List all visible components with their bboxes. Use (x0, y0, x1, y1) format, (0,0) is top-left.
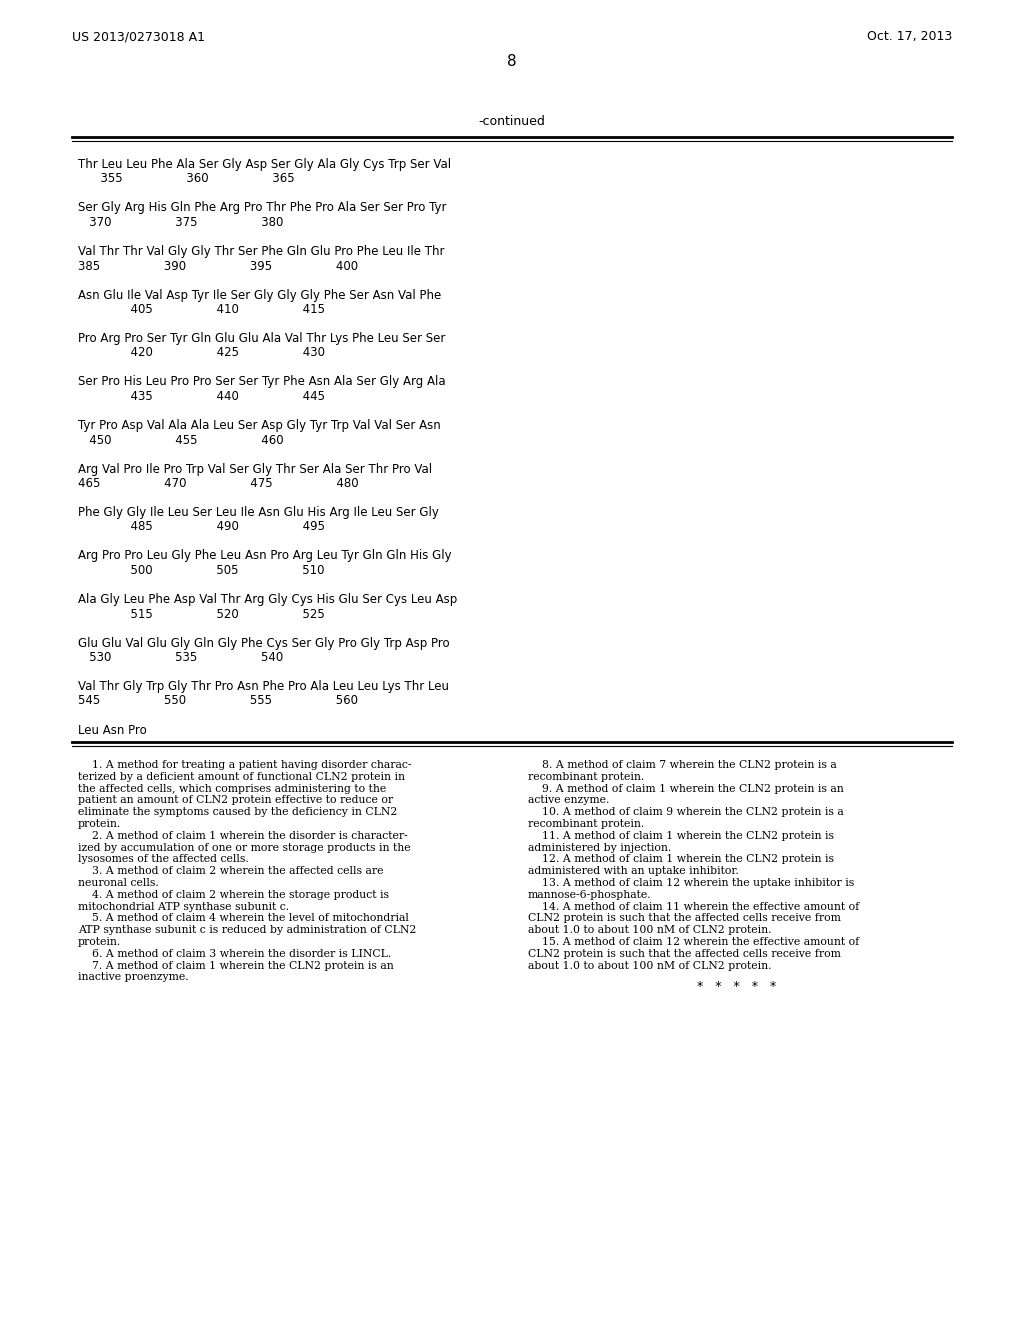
Text: recombinant protein.: recombinant protein. (528, 772, 644, 781)
Text: Tyr Pro Asp Val Ala Ala Leu Ser Asp Gly Tyr Trp Val Val Ser Asn: Tyr Pro Asp Val Ala Ala Leu Ser Asp Gly … (78, 418, 440, 432)
Text: 485                 490                 495: 485 490 495 (78, 520, 325, 533)
Text: neuronal cells.: neuronal cells. (78, 878, 159, 888)
Text: active enzyme.: active enzyme. (528, 796, 609, 805)
Text: *   *   *   *   *: * * * * * (697, 981, 776, 994)
Text: Leu Asn Pro: Leu Asn Pro (78, 723, 146, 737)
Text: 3. A method of claim 2 wherein the affected cells are: 3. A method of claim 2 wherein the affec… (78, 866, 384, 876)
Text: lysosomes of the affected cells.: lysosomes of the affected cells. (78, 854, 249, 865)
Text: Ala Gly Leu Phe Asp Val Thr Arg Gly Cys His Glu Ser Cys Leu Asp: Ala Gly Leu Phe Asp Val Thr Arg Gly Cys … (78, 593, 458, 606)
Text: 515                 520                 525: 515 520 525 (78, 607, 325, 620)
Text: about 1.0 to about 100 nM of CLN2 protein.: about 1.0 to about 100 nM of CLN2 protei… (528, 925, 771, 935)
Text: 9. A method of claim 1 wherein the CLN2 protein is an: 9. A method of claim 1 wherein the CLN2 … (528, 784, 844, 793)
Text: mitochondrial ATP synthase subunit c.: mitochondrial ATP synthase subunit c. (78, 902, 289, 912)
Text: protein.: protein. (78, 818, 121, 829)
Text: terized by a deficient amount of functional CLN2 protein in: terized by a deficient amount of functio… (78, 772, 406, 781)
Text: 1. A method for treating a patient having disorder charac-: 1. A method for treating a patient havin… (78, 760, 412, 770)
Text: 4. A method of claim 2 wherein the storage product is: 4. A method of claim 2 wherein the stora… (78, 890, 389, 900)
Text: 13. A method of claim 12 wherein the uptake inhibitor is: 13. A method of claim 12 wherein the upt… (528, 878, 854, 888)
Text: CLN2 protein is such that the affected cells receive from: CLN2 protein is such that the affected c… (528, 949, 841, 958)
Text: 2. A method of claim 1 wherein the disorder is character-: 2. A method of claim 1 wherein the disor… (78, 830, 408, 841)
Text: eliminate the symptoms caused by the deficiency in CLN2: eliminate the symptoms caused by the def… (78, 808, 397, 817)
Text: about 1.0 to about 100 nM of CLN2 protein.: about 1.0 to about 100 nM of CLN2 protei… (528, 961, 771, 970)
Text: Oct. 17, 2013: Oct. 17, 2013 (866, 30, 952, 44)
Text: 465                 470                 475                 480: 465 470 475 480 (78, 477, 358, 490)
Text: inactive proenzyme.: inactive proenzyme. (78, 973, 188, 982)
Text: 450                 455                 460: 450 455 460 (78, 433, 284, 446)
Text: protein.: protein. (78, 937, 121, 946)
Text: 385                 390                 395                 400: 385 390 395 400 (78, 260, 358, 272)
Text: administered with an uptake inhibitor.: administered with an uptake inhibitor. (528, 866, 738, 876)
Text: 12. A method of claim 1 wherein the CLN2 protein is: 12. A method of claim 1 wherein the CLN2… (528, 854, 834, 865)
Text: 370                 375                 380: 370 375 380 (78, 216, 284, 228)
Text: 355                 360                 365: 355 360 365 (78, 173, 295, 186)
Text: -continued: -continued (478, 115, 546, 128)
Text: 10. A method of claim 9 wherein the CLN2 protein is a: 10. A method of claim 9 wherein the CLN2… (528, 808, 844, 817)
Text: 15. A method of claim 12 wherein the effective amount of: 15. A method of claim 12 wherein the eff… (528, 937, 859, 946)
Text: 500                 505                 510: 500 505 510 (78, 564, 325, 577)
Text: Phe Gly Gly Ile Leu Ser Leu Ile Asn Glu His Arg Ile Leu Ser Gly: Phe Gly Gly Ile Leu Ser Leu Ile Asn Glu … (78, 506, 439, 519)
Text: Ser Pro His Leu Pro Pro Ser Ser Tyr Phe Asn Ala Ser Gly Arg Ala: Ser Pro His Leu Pro Pro Ser Ser Tyr Phe … (78, 375, 445, 388)
Text: Glu Glu Val Glu Gly Gln Gly Phe Cys Ser Gly Pro Gly Trp Asp Pro: Glu Glu Val Glu Gly Gln Gly Phe Cys Ser … (78, 636, 450, 649)
Text: Arg Val Pro Ile Pro Trp Val Ser Gly Thr Ser Ala Ser Thr Pro Val: Arg Val Pro Ile Pro Trp Val Ser Gly Thr … (78, 462, 432, 475)
Text: Val Thr Thr Val Gly Gly Thr Ser Phe Gln Glu Pro Phe Leu Ile Thr: Val Thr Thr Val Gly Gly Thr Ser Phe Gln … (78, 246, 444, 257)
Text: ized by accumulation of one or more storage products in the: ized by accumulation of one or more stor… (78, 842, 411, 853)
Text: US 2013/0273018 A1: US 2013/0273018 A1 (72, 30, 205, 44)
Text: 545                 550                 555                 560: 545 550 555 560 (78, 694, 358, 708)
Text: administered by injection.: administered by injection. (528, 842, 672, 853)
Text: ATP synthase subunit c is reduced by administration of CLN2: ATP synthase subunit c is reduced by adm… (78, 925, 417, 935)
Text: Pro Arg Pro Ser Tyr Gln Glu Glu Ala Val Thr Lys Phe Leu Ser Ser: Pro Arg Pro Ser Tyr Gln Glu Glu Ala Val … (78, 333, 445, 345)
Text: mannose-6-phosphate.: mannose-6-phosphate. (528, 890, 651, 900)
Text: patient an amount of CLN2 protein effective to reduce or: patient an amount of CLN2 protein effect… (78, 796, 393, 805)
Text: 435                 440                 445: 435 440 445 (78, 389, 325, 403)
Text: 530                 535                 540: 530 535 540 (78, 651, 284, 664)
Text: Thr Leu Leu Phe Ala Ser Gly Asp Ser Gly Ala Gly Cys Trp Ser Val: Thr Leu Leu Phe Ala Ser Gly Asp Ser Gly … (78, 158, 452, 172)
Text: 8: 8 (507, 54, 517, 69)
Text: Ser Gly Arg His Gln Phe Arg Pro Thr Phe Pro Ala Ser Ser Pro Tyr: Ser Gly Arg His Gln Phe Arg Pro Thr Phe … (78, 202, 446, 214)
Text: 11. A method of claim 1 wherein the CLN2 protein is: 11. A method of claim 1 wherein the CLN2… (528, 830, 834, 841)
Text: Arg Pro Pro Leu Gly Phe Leu Asn Pro Arg Leu Tyr Gln Gln His Gly: Arg Pro Pro Leu Gly Phe Leu Asn Pro Arg … (78, 549, 452, 562)
Text: CLN2 protein is such that the affected cells receive from: CLN2 protein is such that the affected c… (528, 913, 841, 924)
Text: 405                 410                 415: 405 410 415 (78, 304, 325, 315)
Text: 14. A method of claim 11 wherein the effective amount of: 14. A method of claim 11 wherein the eff… (528, 902, 859, 912)
Text: the affected cells, which comprises administering to the: the affected cells, which comprises admi… (78, 784, 386, 793)
Text: recombinant protein.: recombinant protein. (528, 818, 644, 829)
Text: 420                 425                 430: 420 425 430 (78, 346, 325, 359)
Text: 6. A method of claim 3 wherein the disorder is LINCL.: 6. A method of claim 3 wherein the disor… (78, 949, 391, 958)
Text: 5. A method of claim 4 wherein the level of mitochondrial: 5. A method of claim 4 wherein the level… (78, 913, 409, 924)
Text: 8. A method of claim 7 wherein the CLN2 protein is a: 8. A method of claim 7 wherein the CLN2 … (528, 760, 837, 770)
Text: Asn Glu Ile Val Asp Tyr Ile Ser Gly Gly Gly Phe Ser Asn Val Phe: Asn Glu Ile Val Asp Tyr Ile Ser Gly Gly … (78, 289, 441, 301)
Text: 7. A method of claim 1 wherein the CLN2 protein is an: 7. A method of claim 1 wherein the CLN2 … (78, 961, 394, 970)
Text: Val Thr Gly Trp Gly Thr Pro Asn Phe Pro Ala Leu Leu Lys Thr Leu: Val Thr Gly Trp Gly Thr Pro Asn Phe Pro … (78, 680, 449, 693)
